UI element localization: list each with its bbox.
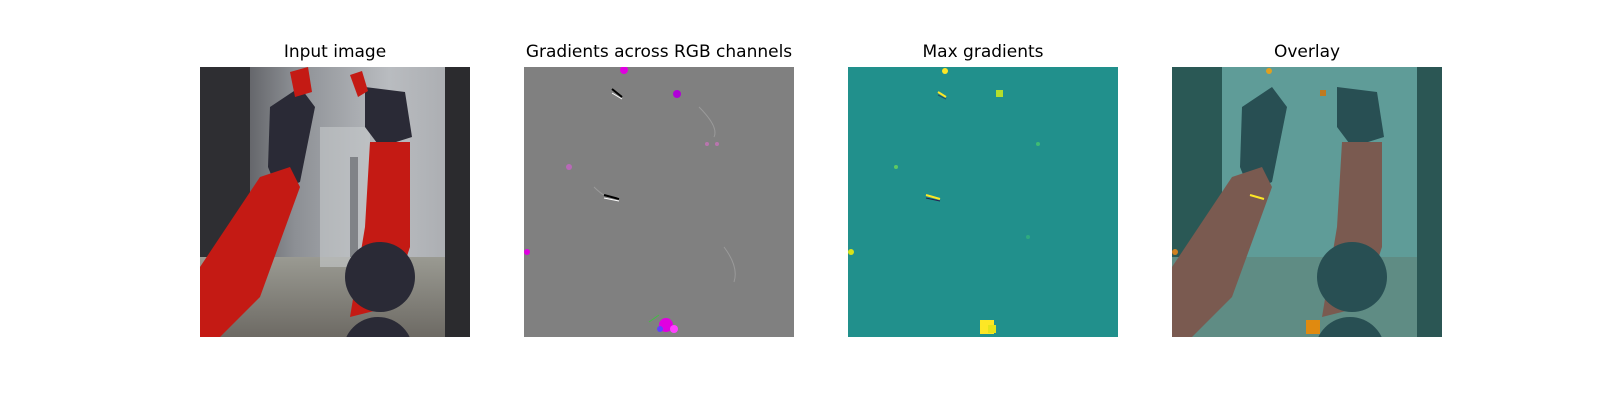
input-image: [200, 67, 470, 337]
overlay-image: [1172, 67, 1442, 337]
panel-title-overlay: Overlay: [1273, 42, 1341, 62]
panel-title-gradients-rgb: Gradients across RGB channels: [525, 42, 793, 62]
gradients-rgb-image: [524, 67, 794, 337]
max-gradients-image: [848, 67, 1118, 337]
panel-title-max-gradients: Max gradients: [922, 42, 1044, 62]
panel-title-input-image: Input image: [283, 42, 387, 62]
